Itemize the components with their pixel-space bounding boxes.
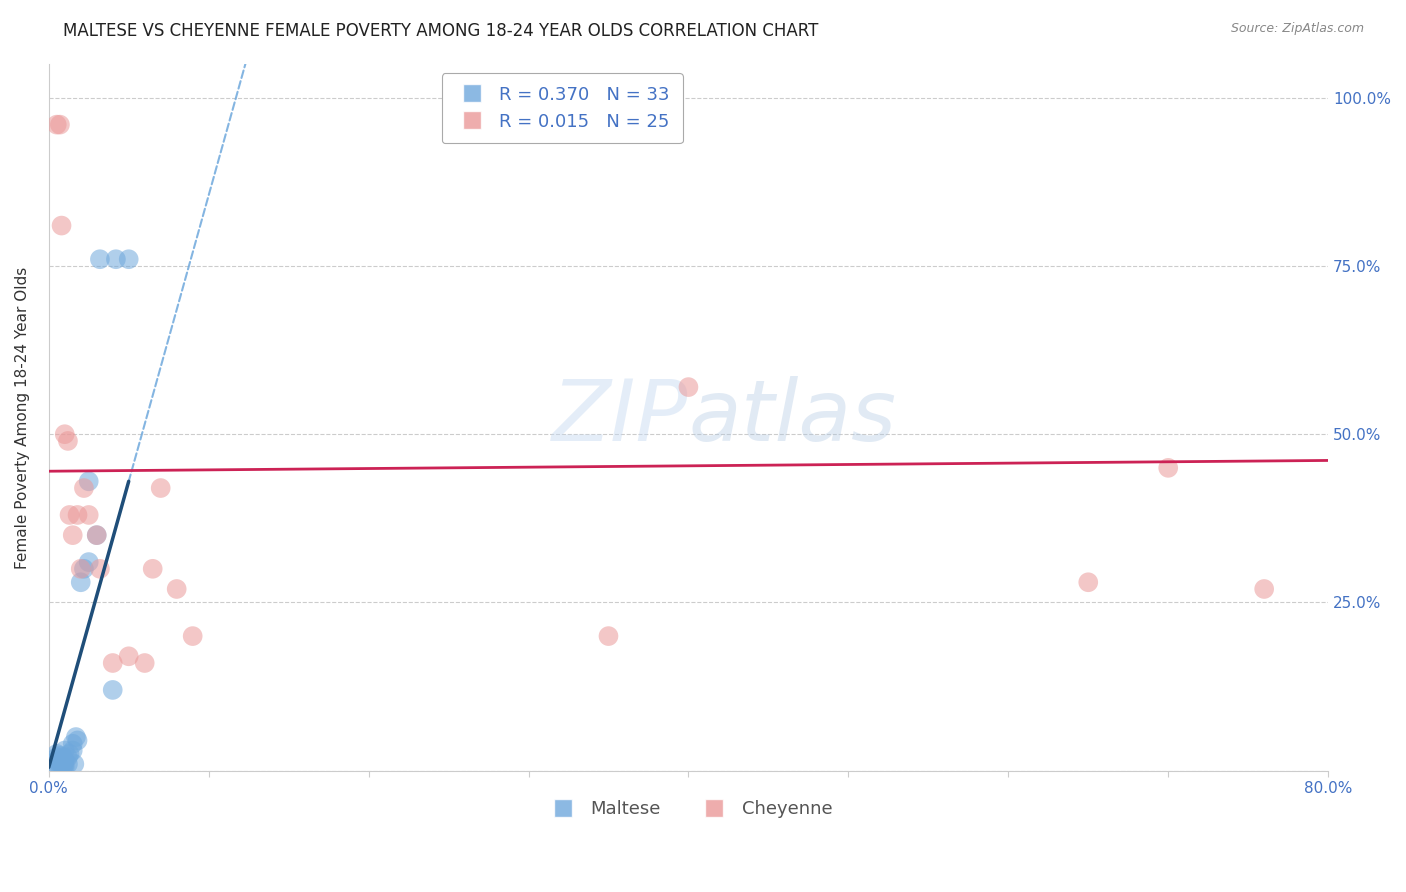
Point: [678, 380, 700, 394]
Point: [66, 733, 89, 747]
Point: [66, 508, 89, 522]
Point: [49, 754, 72, 768]
Point: [73, 562, 96, 576]
Point: [49, 748, 72, 763]
Point: [58, 747, 80, 761]
Point: [56, 434, 79, 448]
Point: [104, 252, 127, 267]
Point: [101, 656, 124, 670]
Point: [45, 754, 67, 768]
Point: [1157, 460, 1180, 475]
Point: [181, 629, 204, 643]
Point: [51, 219, 73, 233]
Point: [45, 747, 67, 761]
Point: [53, 427, 76, 442]
Point: [69, 562, 91, 576]
Text: Source: ZipAtlas.com: Source: ZipAtlas.com: [1230, 22, 1364, 36]
Text: atlas: atlas: [689, 376, 897, 458]
Point: [65, 730, 87, 744]
Point: [45, 760, 67, 774]
Point: [52, 750, 75, 764]
Point: [63, 756, 86, 771]
Point: [166, 582, 188, 596]
Point: [45, 118, 67, 132]
Point: [62, 737, 84, 751]
Point: [77, 555, 100, 569]
Point: [49, 756, 72, 771]
Point: [1253, 582, 1275, 596]
Point: [58, 508, 80, 522]
Point: [53, 743, 76, 757]
Point: [118, 649, 141, 664]
Point: [101, 682, 124, 697]
Point: [45, 756, 67, 771]
Y-axis label: Female Poverty Among 18-24 Year Olds: Female Poverty Among 18-24 Year Olds: [15, 266, 30, 568]
Point: [56, 756, 79, 771]
Point: [89, 252, 111, 267]
Point: [69, 575, 91, 590]
Point: [142, 562, 165, 576]
Point: [598, 629, 620, 643]
Point: [53, 756, 76, 771]
Point: [86, 528, 108, 542]
Point: [86, 528, 108, 542]
Point: [118, 252, 141, 267]
Text: ZIP: ZIP: [553, 376, 689, 458]
Point: [45, 750, 67, 764]
Point: [53, 760, 76, 774]
Point: [134, 656, 156, 670]
Point: [149, 481, 172, 495]
Point: [56, 750, 79, 764]
Point: [62, 528, 84, 542]
Point: [49, 118, 72, 132]
Point: [52, 760, 75, 774]
Point: [1077, 575, 1099, 590]
Point: [49, 760, 72, 774]
Point: [53, 754, 76, 768]
Text: MALTESE VS CHEYENNE FEMALE POVERTY AMONG 18-24 YEAR OLDS CORRELATION CHART: MALTESE VS CHEYENNE FEMALE POVERTY AMONG…: [63, 22, 818, 40]
Point: [89, 562, 111, 576]
Legend: Maltese, Cheyenne: Maltese, Cheyenne: [537, 793, 839, 825]
Point: [73, 481, 96, 495]
Point: [77, 475, 100, 489]
Point: [62, 743, 84, 757]
Point: [77, 508, 100, 522]
Point: [52, 756, 75, 770]
